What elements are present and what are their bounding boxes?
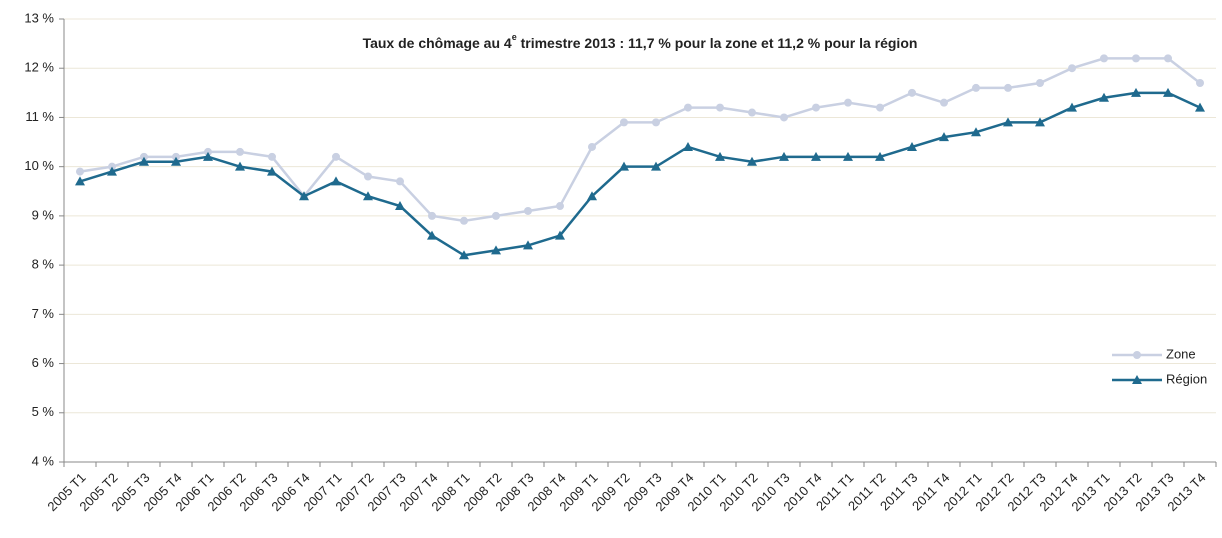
marker <box>812 103 820 112</box>
marker <box>460 216 468 225</box>
marker <box>1004 83 1012 92</box>
marker <box>331 176 341 186</box>
series-line <box>79 57 1201 223</box>
marker <box>236 147 244 156</box>
marker <box>139 156 149 166</box>
marker <box>1003 117 1013 127</box>
marker <box>1067 102 1077 112</box>
marker <box>524 206 532 215</box>
marker <box>75 176 85 186</box>
marker <box>683 141 693 151</box>
marker <box>492 211 500 220</box>
marker <box>875 151 885 161</box>
marker <box>652 118 660 127</box>
marker <box>555 230 565 240</box>
marker <box>268 152 276 161</box>
marker <box>588 142 596 151</box>
marker <box>428 211 436 220</box>
marker <box>1068 64 1076 73</box>
marker <box>363 191 373 201</box>
marker <box>1131 87 1141 97</box>
marker <box>620 118 628 127</box>
marker <box>748 108 756 117</box>
marker <box>587 191 597 201</box>
marker <box>203 151 213 161</box>
marker <box>684 103 692 112</box>
marker <box>779 151 789 161</box>
y-tick-label: 12 % <box>24 60 54 75</box>
marker <box>1100 54 1108 63</box>
legend-label: Région <box>1166 371 1207 386</box>
marker <box>267 166 277 176</box>
marker <box>619 161 629 171</box>
title-sup: e <box>512 32 517 42</box>
legend-label: Zone <box>1166 346 1196 361</box>
marker <box>747 156 757 166</box>
chart-title: Taux de chômage au 4e trimestre 2013 : 1… <box>363 32 918 50</box>
marker <box>876 103 884 112</box>
marker <box>76 167 84 176</box>
marker <box>491 245 501 255</box>
marker <box>1164 54 1172 63</box>
marker <box>556 202 564 211</box>
marker <box>780 113 788 122</box>
y-tick-label: 6 % <box>32 355 55 370</box>
marker <box>1133 351 1141 359</box>
y-tick-label: 10 % <box>24 158 54 173</box>
y-tick-label: 13 % <box>24 10 54 25</box>
marker <box>171 156 181 166</box>
marker <box>971 127 981 137</box>
marker <box>940 98 948 107</box>
marker <box>1195 102 1205 112</box>
marker <box>1163 87 1173 97</box>
marker <box>1036 78 1044 87</box>
y-tick-label: 9 % <box>32 207 55 222</box>
marker <box>364 172 372 181</box>
marker <box>1132 54 1140 63</box>
marker <box>844 98 852 107</box>
marker <box>332 152 340 161</box>
marker <box>396 177 404 186</box>
marker <box>811 151 821 161</box>
marker <box>1099 92 1109 102</box>
marker <box>651 161 661 171</box>
marker <box>843 151 853 161</box>
marker <box>1196 78 1204 87</box>
marker <box>427 230 437 240</box>
marker <box>972 83 980 92</box>
title-part: Taux de chômage au 4 <box>363 35 512 51</box>
marker <box>299 191 309 201</box>
y-tick-label: 4 % <box>32 453 55 468</box>
marker <box>908 88 916 97</box>
marker <box>1035 117 1045 127</box>
marker <box>939 132 949 142</box>
series-line <box>79 91 1201 257</box>
marker <box>907 141 917 151</box>
marker <box>523 240 533 250</box>
marker <box>107 166 117 176</box>
marker <box>716 103 724 112</box>
marker <box>395 201 405 211</box>
title-part: trimestre 2013 : 11,7 % pour la zone et … <box>517 35 918 51</box>
y-tick-label: 8 % <box>32 257 55 272</box>
y-tick-label: 7 % <box>32 306 55 321</box>
y-tick-label: 5 % <box>32 404 55 419</box>
marker <box>235 161 245 171</box>
marker <box>715 151 725 161</box>
y-tick-label: 11 % <box>25 109 54 124</box>
marker <box>459 250 469 260</box>
marker <box>1132 375 1142 384</box>
